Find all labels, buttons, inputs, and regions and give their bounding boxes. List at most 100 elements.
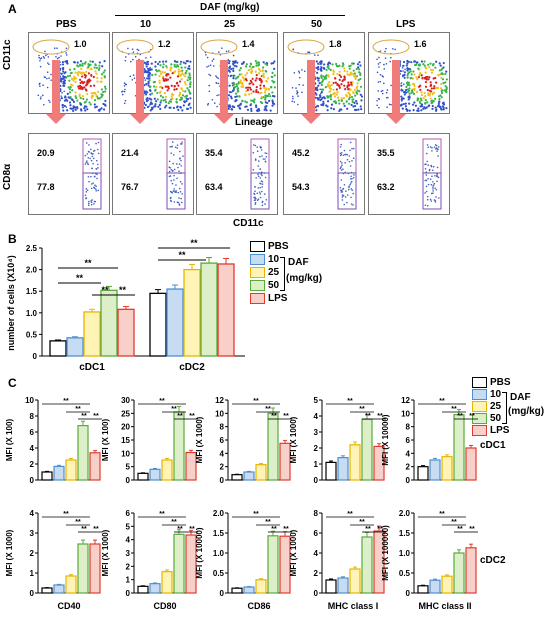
facs-dot bbox=[208, 73, 210, 76]
facs-dot bbox=[187, 88, 190, 92]
y-tick-label: 3 bbox=[30, 529, 35, 538]
facs-dot bbox=[427, 104, 430, 108]
facs-dot bbox=[315, 88, 318, 91]
facs-dot bbox=[336, 96, 340, 99]
facs-dot bbox=[342, 102, 345, 105]
facs-dot bbox=[345, 94, 348, 98]
facs-dot bbox=[65, 54, 68, 56]
facs-dot bbox=[291, 95, 294, 98]
facs-dot bbox=[74, 108, 77, 111]
facs-dot bbox=[85, 188, 88, 190]
facs-dot bbox=[102, 71, 105, 74]
sig-mark: ** bbox=[178, 250, 186, 260]
facs-dot bbox=[232, 77, 235, 80]
facs-dot bbox=[268, 92, 271, 96]
y-tick-label: 1 bbox=[126, 576, 131, 585]
facs-dot bbox=[406, 67, 409, 70]
facs-dot bbox=[296, 90, 298, 92]
facs-dot bbox=[69, 72, 73, 75]
facs-dot bbox=[189, 97, 192, 100]
facs-dot bbox=[297, 95, 299, 97]
facs-dot bbox=[153, 80, 156, 84]
facs-dot bbox=[62, 109, 65, 112]
facs-dot bbox=[436, 174, 438, 176]
facs-dot bbox=[96, 90, 100, 93]
facs-dot bbox=[158, 60, 161, 64]
facs-dot bbox=[209, 64, 212, 67]
bar bbox=[453, 552, 465, 594]
facs-dot bbox=[97, 163, 99, 166]
facs-dot bbox=[227, 94, 231, 97]
facs-dot bbox=[94, 70, 97, 73]
bottom-xlabel: CD11c bbox=[233, 218, 264, 229]
x-axis-label: MHC class I bbox=[328, 601, 379, 611]
facs-dot bbox=[335, 64, 338, 68]
facs-dot bbox=[238, 73, 241, 76]
facs-dot bbox=[70, 98, 74, 101]
facs-dot bbox=[347, 91, 350, 94]
facs-dot bbox=[341, 162, 343, 164]
y-tick-label: 4 bbox=[406, 449, 411, 458]
facs-dot bbox=[419, 71, 422, 75]
y-tick-label: 0.5 bbox=[26, 330, 38, 339]
facs-dot bbox=[408, 68, 411, 71]
facs-dot bbox=[425, 185, 428, 188]
facs-dot bbox=[172, 154, 175, 156]
facs-dot bbox=[211, 60, 214, 62]
facs-dot bbox=[315, 109, 318, 112]
facs-dot bbox=[177, 72, 180, 76]
facs-dot bbox=[232, 86, 235, 89]
facs-dot bbox=[84, 100, 87, 103]
facs-gate-lower bbox=[337, 172, 357, 210]
facs-dot bbox=[347, 172, 350, 175]
facs-dot bbox=[343, 75, 346, 78]
facs-dot bbox=[331, 63, 334, 66]
bar bbox=[217, 263, 235, 357]
facs-dot bbox=[424, 71, 427, 74]
facs-dot bbox=[359, 73, 362, 77]
sig-mark: ** bbox=[283, 526, 289, 533]
facs-dot bbox=[250, 68, 253, 71]
facs-dot bbox=[422, 63, 425, 66]
facs-dot bbox=[246, 86, 250, 89]
facs-dot bbox=[213, 102, 216, 104]
facs-dot bbox=[350, 180, 353, 183]
facs-dot bbox=[350, 187, 353, 190]
facs-lower-value: 76.7 bbox=[121, 182, 139, 192]
facs-dot bbox=[68, 91, 72, 94]
facs-dot bbox=[87, 63, 90, 66]
facs-dot bbox=[330, 107, 333, 110]
facs-dot bbox=[405, 108, 408, 111]
sig-mark: ** bbox=[189, 526, 195, 533]
facs-dot bbox=[40, 96, 42, 98]
facs-dot bbox=[84, 194, 87, 197]
facs-dot bbox=[168, 106, 171, 109]
facs-dot bbox=[341, 199, 344, 201]
facs-dot bbox=[253, 144, 255, 146]
facs-dot bbox=[149, 66, 151, 69]
facs-dot bbox=[319, 98, 322, 102]
facs-dot bbox=[79, 85, 83, 88]
facs-dot bbox=[337, 84, 340, 87]
facs-dot bbox=[234, 60, 237, 63]
facs-dot bbox=[438, 98, 441, 101]
facs-dot bbox=[405, 85, 408, 89]
facs-dot bbox=[386, 106, 388, 108]
facs-dot bbox=[385, 47, 387, 50]
facs-dot bbox=[154, 60, 157, 64]
facs-dot bbox=[261, 200, 264, 203]
facs-dot bbox=[405, 88, 408, 92]
facs-dot bbox=[234, 92, 238, 95]
facs-dot bbox=[123, 85, 126, 87]
facs-dot bbox=[161, 71, 164, 74]
facs-dot bbox=[350, 203, 353, 205]
facs-dot bbox=[177, 191, 180, 194]
facs-dot bbox=[53, 47, 56, 50]
facs-dot bbox=[404, 102, 407, 105]
facs-dot bbox=[94, 106, 97, 109]
legend-b: PBS 10 25 50 LPS DAF (mg/kg) bbox=[250, 240, 330, 320]
facs-dot bbox=[189, 81, 192, 84]
facs-dot bbox=[339, 75, 343, 78]
legend-swatch bbox=[472, 388, 487, 400]
facs-dot bbox=[252, 151, 255, 154]
